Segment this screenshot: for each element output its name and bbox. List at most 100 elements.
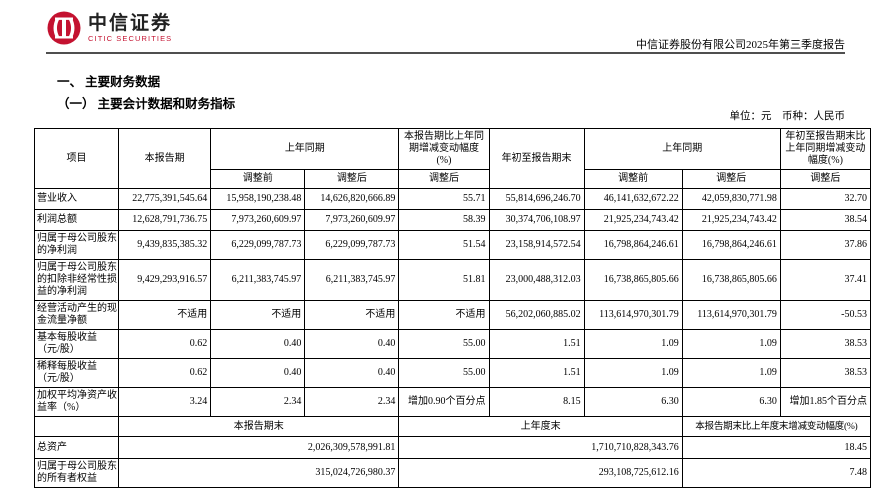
value-cell: 113,614,970,301.79: [681, 300, 781, 330]
value-cell: 增加0.90个百分点: [398, 387, 490, 417]
value-cell: 42,059,830,771.98: [681, 188, 781, 210]
value-cell: 7,973,260,609.97: [210, 209, 306, 231]
value-cell: 46,141,632,672.22: [583, 188, 683, 210]
value-cell: 8.15: [488, 387, 585, 417]
value-cell: 不适用: [210, 300, 306, 330]
value-cell: 6,211,383,745.97: [210, 259, 306, 301]
value-cell: 18.45: [681, 436, 872, 459]
value-cell: 113,614,970,301.79: [583, 300, 683, 330]
value-cell: 58.39: [398, 209, 490, 231]
value-cell: 21,925,234,743.42: [583, 209, 683, 231]
value-cell: 51.54: [398, 230, 490, 260]
value-cell: 1.09: [583, 358, 683, 388]
report-title: 中信证券股份有限公司2025年第三季度报告: [636, 39, 845, 51]
table-header-row-1: 项目 本报告期 上年同期 本报告期比上年同期增减变动幅度(%) 年初至报告期末 …: [33, 128, 872, 189]
subheader-before-adjust: 调整前: [583, 169, 683, 189]
row-label: 经营活动产生的现金流量净额: [33, 300, 120, 330]
value-cell: 37.41: [779, 259, 872, 301]
value-cell: 38.54: [779, 209, 872, 231]
value-cell: 315,024,726,980.37: [118, 458, 400, 488]
value-cell: 51.81: [398, 259, 490, 301]
value-cell: 16,798,864,246.61: [681, 230, 781, 260]
table-row-net-profit: 归属于母公司股东的净利润 9,439,835,385.32 6,229,099,…: [33, 230, 872, 260]
value-cell: 38.53: [779, 329, 872, 359]
row-label: 稀释每股收益（元/股）: [33, 358, 120, 388]
table-row-operating-cash-flow: 经营活动产生的现金流量净额 不适用 不适用 不适用 不适用 56,202,060…: [33, 300, 872, 330]
table-row-revenue: 营业收入 22,775,391,545.64 15,958,190,238.48…: [33, 188, 872, 210]
value-cell: 0.40: [210, 329, 306, 359]
row-label: 基本每股收益（元/股）: [33, 329, 120, 359]
financial-table: 项目 本报告期 上年同期 本报告期比上年同期增减变动幅度(%) 年初至报告期末 …: [33, 128, 872, 488]
value-cell: 15,958,190,238.48: [210, 188, 306, 210]
value-cell: 0.40: [210, 358, 306, 388]
value-cell: 7.48: [681, 458, 872, 488]
value-cell: 16,798,864,246.61: [583, 230, 683, 260]
value-cell: 16,738,865,805.66: [681, 259, 781, 301]
value-cell: 0.62: [118, 329, 212, 359]
value-cell: 32.70: [779, 188, 872, 210]
unit-currency-note: 单位：元 币种：人民币: [729, 111, 846, 122]
table-row-diluted-eps: 稀释每股收益（元/股） 0.62 0.40 0.40 55.00 1.51 1.…: [33, 358, 872, 388]
value-cell: 55.71: [398, 188, 490, 210]
col-header-prior-period-ytd: 上年同期: [583, 128, 781, 170]
value-cell: 55,814,696,246.70: [488, 188, 585, 210]
value-cell: 55.00: [398, 358, 490, 388]
header-divider: [46, 52, 845, 54]
value-cell: 6,229,099,787.73: [210, 230, 306, 260]
value-cell: 38.53: [779, 358, 872, 388]
subheader-after-adjust: 调整后: [681, 169, 781, 189]
value-cell: 2,026,309,578,991.81: [118, 436, 400, 459]
table-row-total-assets: 总资产 2,026,309,578,991.81 1,710,710,828,3…: [33, 436, 872, 459]
value-cell: 2.34: [210, 387, 306, 417]
value-cell: 2.34: [304, 387, 400, 417]
value-cell: 23,000,488,312.03: [488, 259, 585, 301]
row-label: 利润总额: [33, 209, 120, 231]
logo-chinese-name: 中信证券: [88, 12, 173, 34]
col-header-item: 项目: [33, 128, 120, 189]
subheader-after-adjust: 调整后: [304, 169, 400, 189]
value-cell: 55.00: [398, 329, 490, 359]
value-cell: 22,775,391,545.64: [118, 188, 212, 210]
value-cell: 14,626,820,666.89: [304, 188, 400, 210]
value-cell: 9,439,835,385.32: [118, 230, 212, 260]
value-cell: 6.30: [681, 387, 781, 417]
section-heading-2: （一） 主要会计数据和财务指标: [57, 97, 236, 111]
value-cell: 293,108,725,612.16: [398, 458, 683, 488]
value-cell: 0.40: [304, 329, 400, 359]
subheader-before-adjust: 调整前: [210, 169, 306, 189]
value-cell: 1,710,710,828,343.76: [398, 436, 683, 459]
value-cell: 不适用: [118, 300, 212, 330]
value-cell: 9,429,293,916.57: [118, 259, 212, 301]
value-cell: 7,973,260,609.97: [304, 209, 400, 231]
logo-wordmark: 中信证券 CITIC SECURITIES: [88, 14, 172, 43]
col-header-ytd-change: 年初至报告期末比上年同期增减变动幅度(%): [779, 128, 872, 170]
row-label: 归属于母公司股东的扣除非经常性损益的净利润: [33, 259, 120, 301]
col-header-ytd: 年初至报告期末: [488, 128, 585, 189]
value-cell: 6.30: [583, 387, 683, 417]
value-cell: 21,925,234,743.42: [681, 209, 781, 231]
value-cell: 56,202,060,885.02: [488, 300, 585, 330]
col-header-current-end: 本报告期末: [118, 416, 400, 437]
table-bottom-header-row: 本报告期末 上年度末 本报告期末比上年度末增减变动幅度(%): [33, 416, 872, 437]
subheader-after-adjust: 调整后: [779, 169, 872, 189]
row-label: 归属于母公司股东的所有者权益: [33, 458, 120, 488]
value-cell: 不适用: [304, 300, 400, 330]
value-cell: 增加1.85个百分点: [779, 387, 872, 417]
col-header-end-change: 本报告期末比上年度末增减变动幅度(%): [681, 416, 872, 437]
financial-table-container: 项目 本报告期 上年同期 本报告期比上年同期增减变动幅度(%) 年初至报告期末 …: [33, 128, 872, 488]
table-row-weighted-roe: 加权平均净资产收益率（%） 3.24 2.34 2.34 增加0.90个百分点 …: [33, 387, 872, 417]
col-header-prior-period: 上年同期: [210, 128, 400, 170]
value-cell: 1.09: [583, 329, 683, 359]
value-cell: 12,628,791,736.75: [118, 209, 212, 231]
subheader-after-adjust: 调整后: [398, 169, 490, 189]
company-logo: 中信证券 CITIC SECURITIES: [46, 10, 172, 46]
value-cell: 0.40: [304, 358, 400, 388]
col-header-prior-year-end: 上年度末: [398, 416, 683, 437]
table-row-owners-equity: 归属于母公司股东的所有者权益 315,024,726,980.37 293,10…: [33, 458, 872, 488]
value-cell: 1.09: [681, 329, 781, 359]
logo-english-name: CITIC SECURITIES: [88, 33, 173, 43]
value-cell: 30,374,706,108.97: [488, 209, 585, 231]
row-label: 营业收入: [33, 188, 120, 210]
value-cell: 16,738,865,805.66: [583, 259, 683, 301]
value-cell: 3.24: [118, 387, 212, 417]
